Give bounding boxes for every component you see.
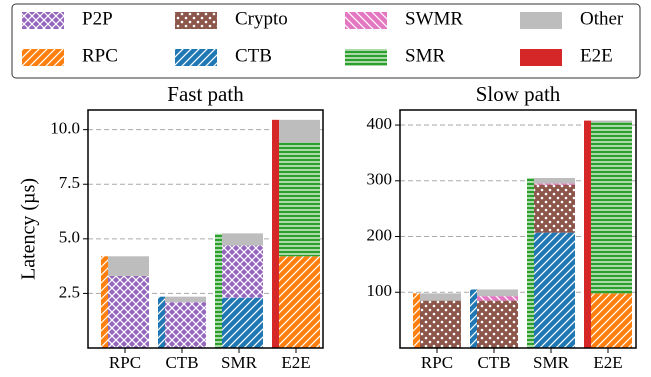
legend-label: RPC xyxy=(82,45,118,66)
legend-label: SWMR xyxy=(405,8,463,29)
legend-swatch xyxy=(22,49,64,66)
legend-swatch xyxy=(175,12,217,29)
stacked-segment xyxy=(108,275,149,348)
legend-label: E2E xyxy=(580,45,613,66)
y-tick-label: 7.5 xyxy=(59,173,80,192)
x-tick-label: E2E xyxy=(593,353,622,372)
x-tick-label: E2E xyxy=(281,353,310,372)
stacked-segment xyxy=(477,300,518,348)
total-bar xyxy=(158,296,165,348)
legend-label: P2P xyxy=(82,8,113,29)
total-bar xyxy=(101,256,108,348)
stacked-segment xyxy=(591,122,632,294)
x-tick-label: SMR xyxy=(533,353,570,372)
stacked-segment xyxy=(165,296,206,303)
total-bar xyxy=(272,119,279,349)
stacked-segment xyxy=(222,245,263,298)
total-bar xyxy=(584,120,591,348)
stacked-segment xyxy=(420,293,461,301)
total-bar xyxy=(215,233,222,348)
stacked-segment xyxy=(165,302,206,348)
stacked-segment xyxy=(420,300,461,348)
stacked-segment xyxy=(477,289,518,297)
legend-swatch xyxy=(520,49,562,66)
axes-frame xyxy=(399,109,637,349)
axes-frame xyxy=(87,109,324,349)
legend-label: SMR xyxy=(405,45,445,66)
y-axis-label: Latency (µs) xyxy=(18,178,40,280)
x-tick-label: SMR xyxy=(221,353,258,372)
y-tick-label: 2.5 xyxy=(59,282,80,301)
y-tick-label: 400 xyxy=(367,114,393,133)
legend-label: Crypto xyxy=(235,8,288,29)
stacked-segment xyxy=(279,256,320,348)
stacked-segment xyxy=(534,184,575,233)
total-bar xyxy=(470,289,477,348)
stacked-segment xyxy=(534,183,575,185)
legend-swatch xyxy=(520,12,562,29)
chart-title: Fast path xyxy=(167,82,244,106)
stacked-segment xyxy=(222,233,263,246)
x-tick-label: CTB xyxy=(165,353,198,372)
x-tick-label: CTB xyxy=(477,353,510,372)
legend-swatch xyxy=(345,12,387,29)
legend-swatch xyxy=(22,12,64,29)
legend-label: CTB xyxy=(235,45,272,66)
x-tick-label: RPC xyxy=(421,353,453,372)
stacked-segment xyxy=(279,119,320,143)
chart-title: Slow path xyxy=(476,82,561,106)
y-tick-label: 5.0 xyxy=(59,228,80,247)
total-bar xyxy=(413,293,420,348)
stacked-segment xyxy=(591,293,632,348)
legend-swatch xyxy=(175,49,217,66)
legend-swatch xyxy=(345,49,387,66)
y-tick-label: 300 xyxy=(367,170,393,189)
stacked-segment xyxy=(108,256,149,276)
x-tick-label: RPC xyxy=(109,353,141,372)
y-tick-label: 200 xyxy=(367,225,393,244)
y-tick-label: 10.0 xyxy=(50,119,80,138)
stacked-segment xyxy=(534,178,575,184)
stacked-segment xyxy=(279,142,320,257)
stacked-segment xyxy=(222,297,263,348)
legend-frame xyxy=(11,3,641,79)
total-bar xyxy=(527,178,534,348)
stacked-segment xyxy=(534,232,575,348)
stacked-segment xyxy=(477,296,518,301)
y-tick-label: 100 xyxy=(367,281,393,300)
stacked-segment xyxy=(591,120,632,123)
legend-label: Other xyxy=(580,8,624,29)
